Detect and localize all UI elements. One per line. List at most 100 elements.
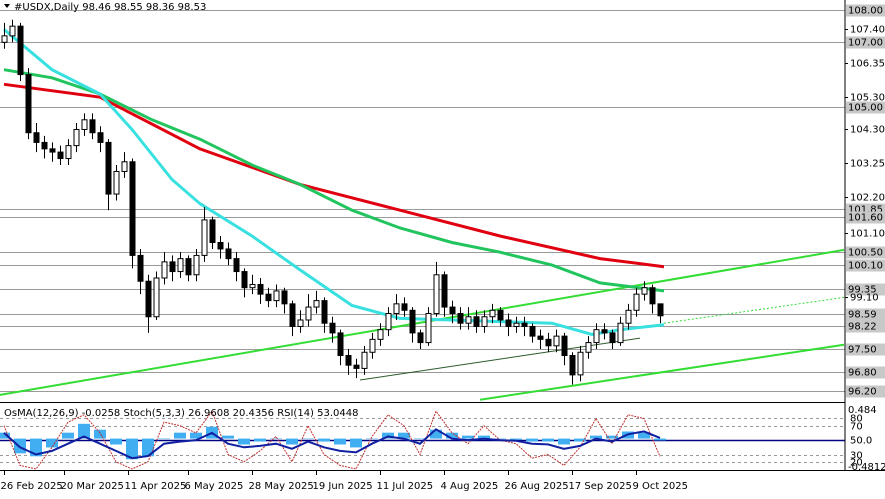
y-tick-label: 104.30 (850, 125, 885, 136)
osma-bar (110, 438, 122, 445)
osma-bar (94, 429, 106, 439)
candle-body (121, 161, 128, 172)
candle-body (561, 335, 568, 357)
osma-bar (398, 432, 410, 439)
osma-bar (126, 438, 138, 460)
candle-body (297, 319, 304, 327)
level-label-bg (846, 320, 885, 333)
candle-body (497, 309, 504, 321)
candle-body (1, 35, 8, 43)
level-label: 108.00 (848, 6, 883, 17)
osma-bar (638, 432, 650, 439)
candle-body (489, 309, 496, 318)
level-label-bg (846, 36, 885, 49)
candle-body (233, 258, 240, 273)
y-tick-label: 101.10 (850, 229, 885, 240)
candle-body (153, 277, 160, 318)
candle-body (353, 364, 360, 369)
x-tick-label: 11 Jul 2025 (377, 481, 434, 492)
osma-limit-label: -0.4812 (848, 462, 885, 473)
candle-body (145, 280, 152, 318)
osma-bar (174, 432, 186, 439)
candle-body (257, 283, 264, 295)
osma-bar (478, 435, 490, 439)
candle-body (521, 322, 528, 327)
level-label-bg (846, 4, 885, 17)
candle-body (273, 290, 280, 302)
candle-body (657, 303, 664, 317)
x-tick-label: 17 Sep 2025 (569, 481, 632, 492)
trend-line (359, 337, 641, 381)
candle-body (209, 219, 216, 243)
candle-body (321, 300, 328, 324)
candle-body (505, 319, 512, 327)
candle-body (425, 313, 432, 344)
moving-average (3, 28, 665, 337)
y-tick-label: 107.40 (850, 25, 885, 36)
level-label: 100.50 (848, 248, 883, 259)
candle-body (401, 303, 408, 311)
candle-body (449, 306, 456, 315)
osma-bar (46, 438, 58, 448)
candle-body (25, 74, 32, 134)
candle-body (105, 141, 112, 195)
y-tick-label: 105.30 (850, 93, 885, 104)
candle-body (577, 351, 584, 376)
osma-bar (78, 423, 90, 439)
osma-bar (0, 432, 10, 439)
x-tick-label: 9 Oct 2025 (633, 481, 688, 492)
candle-body (433, 274, 440, 315)
indicator-pane (0, 410, 845, 470)
x-tick-label: 26 Aug 2025 (505, 481, 569, 492)
candle-body (193, 254, 200, 276)
osma-bar (318, 438, 330, 442)
candle-body (337, 332, 344, 357)
candle-body (649, 287, 656, 305)
x-tick-label: 28 May 2025 (249, 481, 314, 492)
indicator-tick-label: 20 (850, 458, 863, 469)
candle-body (465, 316, 472, 324)
level-label: 99.35 (848, 285, 877, 296)
candle-body (529, 325, 536, 337)
candle-body (377, 329, 384, 340)
moving-average (3, 68, 665, 293)
candle-body (265, 293, 272, 302)
osma-bar (446, 432, 458, 439)
candle-body (457, 313, 464, 324)
x-tick-label: 6 May 2025 (185, 481, 244, 492)
candle-body (241, 271, 248, 289)
osma-bar (526, 438, 538, 442)
osma-bar (254, 438, 266, 442)
osma-bar (542, 438, 554, 442)
level-label: 101.60 (848, 213, 883, 224)
candle-body (409, 309, 416, 334)
candle-body (161, 261, 168, 279)
osma-bar (654, 438, 666, 441)
candle-body (537, 335, 544, 340)
osma-bar (430, 429, 442, 439)
osma-bar (510, 438, 522, 440)
candle-body (33, 132, 40, 143)
candle-body (625, 309, 632, 324)
candle-body (57, 151, 64, 160)
level-label-bg (846, 366, 885, 379)
candle-body (73, 128, 80, 147)
candle-body (225, 248, 232, 260)
osma-bar (574, 438, 586, 442)
menu-arrow (4, 4, 10, 8)
level-label: 101.85 (848, 205, 883, 216)
candle-body (617, 322, 624, 344)
osma-bar (590, 435, 602, 439)
y-tick-label: 99.10 (850, 293, 879, 304)
level-label: 96.80 (848, 368, 877, 379)
osma-bar (286, 438, 298, 445)
level-label-bg (846, 101, 885, 114)
candle-body (177, 258, 184, 273)
candle-body (633, 293, 640, 311)
osma-bar (366, 438, 378, 440)
osma-bar (158, 438, 170, 440)
candle-body (313, 300, 320, 308)
candle-body (169, 261, 176, 273)
candle-body (9, 25, 16, 37)
